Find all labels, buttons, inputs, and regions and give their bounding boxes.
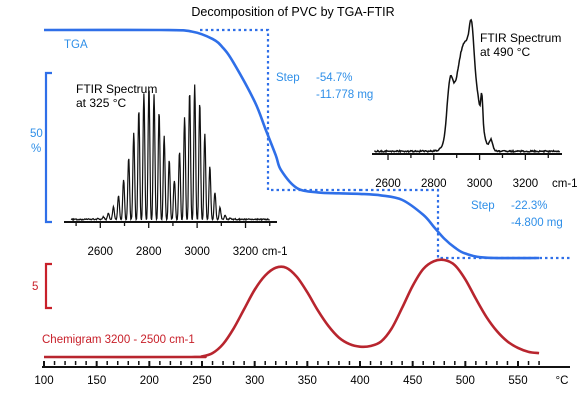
step2-label: Step xyxy=(471,200,495,212)
chemigram-label: Chemigram 3200 - 2500 cm-1 xyxy=(42,334,195,346)
inset-tick-label: 3200 xyxy=(233,246,259,258)
inset1-unit: cm-1 xyxy=(262,246,288,258)
inset1-title-line1: FTIR Spectrum xyxy=(76,82,157,96)
inset1-title-line2: at 325 °C xyxy=(76,96,126,110)
inset-tick-label: 3200 xyxy=(513,178,539,190)
inset-tick-label: 3000 xyxy=(184,246,210,258)
step2-mass: -4.800 mg xyxy=(511,217,563,229)
x-tick-label: °C xyxy=(556,375,569,387)
step1-label: Step xyxy=(276,72,300,84)
inset-tick-label: 2800 xyxy=(421,178,447,190)
step1-percent: -54.7% xyxy=(316,72,352,84)
inset-tick-label: 3000 xyxy=(467,178,493,190)
x-tick-label: 450 xyxy=(403,375,422,387)
ftir-inset-325: FTIR Spectrum at 325 °C 2600 2800 3000 3200… xyxy=(64,82,288,258)
chemigram-scale-value: 5 xyxy=(32,281,38,293)
chart-title: Decomposition of PVC by TGA-FTIR xyxy=(191,5,394,19)
tga-scale-value: 50 xyxy=(30,128,43,140)
inset2-title-line2: at 490 °C xyxy=(480,45,530,59)
step2-percent: -22.3% xyxy=(511,200,547,212)
chemigram-scale-bar xyxy=(46,264,52,308)
x-tick-label: 350 xyxy=(298,375,317,387)
step1-mass: -11.778 mg xyxy=(316,89,373,101)
inset2-unit: cm-1 xyxy=(552,178,578,190)
tga-label: TGA xyxy=(64,39,88,51)
ftir-inset-490: FTIR Spectrum at 490 °C 2600 2800 3000 3200… xyxy=(372,20,578,190)
tga-scale-unit: % xyxy=(31,143,41,155)
x-tick-label: 200 xyxy=(140,375,159,387)
inset-tick-label: 2600 xyxy=(88,246,114,258)
x-tick-label: 400 xyxy=(350,375,369,387)
inset2-title-line1: FTIR Spectrum xyxy=(480,31,561,45)
tga-scale-bar xyxy=(46,73,52,222)
x-tick-label: 150 xyxy=(87,375,106,387)
x-tick-label: 500 xyxy=(456,375,475,387)
x-tick-label: 250 xyxy=(192,375,211,387)
inset-tick-label: 2800 xyxy=(136,246,162,258)
tga-curve xyxy=(44,30,539,258)
x-tick-label: 100 xyxy=(34,375,53,387)
x-tick-label: 550 xyxy=(508,375,527,387)
inset-tick-label: 2600 xyxy=(375,178,401,190)
x-tick-label: 300 xyxy=(245,375,264,387)
